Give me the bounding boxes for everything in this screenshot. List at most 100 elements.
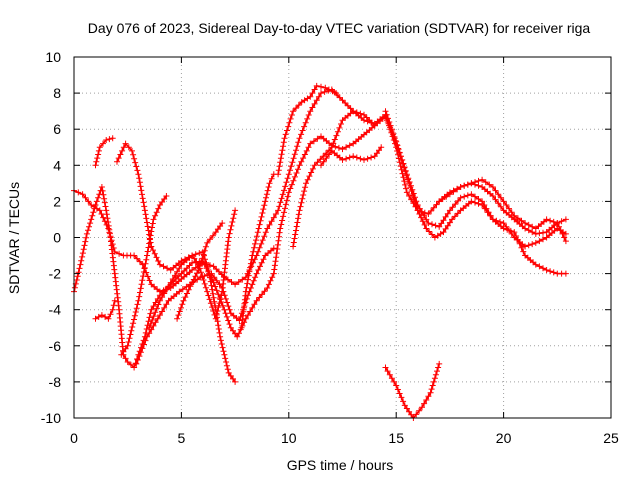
data-point (155, 205, 162, 212)
series-arc-15 (382, 108, 569, 250)
data-point (153, 305, 160, 312)
data-point (457, 194, 464, 201)
data-point (189, 267, 196, 273)
data-point (440, 229, 447, 236)
data-point (282, 131, 289, 138)
data-point (401, 402, 408, 409)
data-point (261, 202, 268, 209)
data-point (153, 209, 160, 216)
data-point (77, 261, 84, 268)
data-point (403, 172, 410, 179)
data-point (117, 151, 124, 158)
data-point (432, 222, 439, 229)
data-point (92, 202, 99, 208)
data-point (256, 221, 263, 228)
data-point (495, 200, 502, 207)
data-point (285, 171, 292, 178)
data-point (131, 364, 138, 371)
data-point (403, 189, 410, 196)
data-point (145, 227, 152, 234)
data-point (314, 135, 321, 142)
data-point (295, 102, 302, 109)
data-point (94, 155, 101, 162)
data-point (277, 155, 284, 162)
data-point (159, 294, 166, 301)
data-point (100, 191, 107, 198)
data-point (218, 292, 225, 299)
data-point (532, 261, 539, 268)
data-point (192, 273, 199, 280)
data-point (392, 137, 399, 144)
data-point (139, 195, 146, 202)
data-point (335, 144, 342, 151)
data-point (550, 218, 557, 225)
data-point (111, 297, 118, 304)
data-point (457, 184, 464, 190)
data-point (222, 295, 229, 302)
data-point (346, 154, 353, 161)
data-point (96, 207, 103, 214)
data-point (291, 151, 298, 158)
data-point (554, 220, 561, 227)
data-point (461, 182, 468, 189)
data-point (239, 276, 246, 283)
data-point (295, 139, 302, 146)
data-point (468, 180, 475, 187)
data-point (218, 341, 225, 347)
data-point (411, 195, 417, 202)
data-point (396, 390, 403, 397)
data-point (407, 184, 414, 191)
data-point (434, 368, 440, 375)
data-point (212, 315, 219, 322)
data-point (408, 188, 415, 195)
data-point (150, 247, 156, 254)
data-point (92, 315, 99, 322)
data-point (461, 193, 468, 200)
data-point (147, 232, 154, 239)
data-point (275, 207, 282, 214)
data-point (329, 88, 336, 95)
data-point (288, 112, 295, 118)
data-point (302, 119, 309, 126)
data-point (95, 194, 102, 201)
data-point (131, 312, 138, 319)
data-point (481, 205, 488, 212)
data-point (418, 214, 425, 221)
data-point (280, 143, 287, 150)
data-point (95, 147, 102, 154)
series-arc-8 (146, 207, 239, 331)
data-point (213, 311, 220, 318)
data-point (226, 321, 233, 328)
data-point (281, 209, 287, 216)
data-point (96, 144, 103, 151)
data-point (161, 304, 168, 311)
data-point (248, 256, 255, 263)
data-point (174, 268, 181, 275)
data-point (408, 196, 415, 203)
data-point (258, 240, 265, 247)
data-point (236, 317, 243, 324)
data-point (163, 301, 170, 308)
data-point (245, 312, 251, 319)
data-point (142, 260, 149, 267)
data-point (100, 214, 107, 221)
data-point (253, 237, 259, 244)
data-point (225, 317, 232, 324)
data-point (416, 407, 423, 414)
data-point (211, 274, 218, 281)
data-point (74, 273, 81, 280)
data-point (446, 219, 453, 226)
data-point (492, 196, 499, 203)
data-point (296, 207, 303, 214)
data-point (215, 304, 222, 311)
data-point (253, 270, 260, 277)
data-point (89, 212, 96, 219)
data-point (133, 360, 140, 367)
data-point (223, 313, 230, 320)
data-point (282, 201, 289, 208)
data-point (495, 191, 502, 198)
data-point (137, 349, 144, 356)
data-point (93, 158, 100, 165)
data-point (211, 298, 218, 305)
data-point (226, 230, 233, 237)
